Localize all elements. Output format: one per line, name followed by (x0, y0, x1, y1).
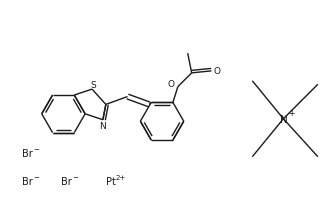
Text: O: O (214, 67, 221, 76)
Text: 2+: 2+ (116, 174, 126, 180)
Text: Br: Br (62, 176, 72, 186)
Text: −: − (33, 174, 39, 180)
Text: Br: Br (22, 148, 33, 159)
Text: −: − (72, 174, 78, 180)
Text: Br: Br (22, 176, 33, 186)
Text: O: O (167, 80, 174, 89)
Text: −: − (33, 147, 39, 153)
Text: S: S (90, 80, 96, 89)
Text: N: N (100, 122, 106, 130)
Text: N: N (279, 114, 287, 124)
Text: Pt: Pt (106, 176, 116, 186)
Text: +: + (288, 109, 294, 118)
